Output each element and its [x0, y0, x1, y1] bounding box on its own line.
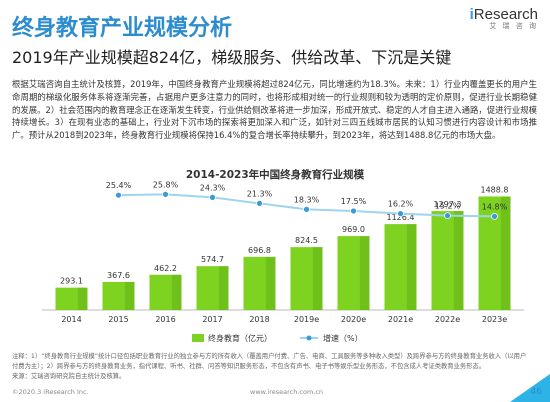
- bar: [196, 266, 229, 310]
- bar-value-label: 367.6: [107, 271, 130, 280]
- growth-point: [350, 207, 357, 215]
- bar: [290, 247, 323, 310]
- source-text: 来源：艾瑞咨询研究院自主统计及核算。: [12, 373, 126, 380]
- growth-label: 25.4%: [106, 181, 132, 190]
- legend-line-label: 增速（%）: [323, 333, 363, 343]
- chart-title: 2014-2023年中国终身教育行业规模: [186, 168, 365, 181]
- bar-value-label: 574.7: [201, 255, 224, 264]
- logo-brand: Research: [473, 6, 538, 23]
- x-tick-label: 2015: [108, 315, 128, 324]
- bar: [55, 287, 88, 310]
- bar-line-chart: 2014-2023年中国终身教育行业规模 293.1 2014 367.6 2015 46…: [42, 168, 524, 343]
- x-tick-label: 2021e: [388, 315, 413, 324]
- growth-point: [397, 210, 404, 217]
- growth-point: [162, 190, 169, 198]
- bar: [149, 274, 182, 310]
- x-tick-label: 2023e: [482, 315, 507, 324]
- x-tick-label: 2019e: [294, 315, 319, 324]
- bar-shade: [359, 236, 370, 310]
- logo-subtitle: 艾 瑞 咨 询: [489, 22, 538, 30]
- bar-value-label: 293.1: [60, 277, 83, 286]
- growth-point: [491, 213, 498, 220]
- growth-label: 15.2%: [435, 202, 461, 211]
- bar: [337, 236, 370, 310]
- legend-line-marker: [306, 335, 312, 341]
- bar-value-label: 696.8: [248, 246, 271, 255]
- page-subtitle: 2019年产业规模超824亿，梯级服务、供给改革、下沉是关键: [12, 48, 452, 67]
- bar-value-label: 824.5: [295, 236, 318, 245]
- bar-shade: [171, 274, 182, 310]
- bar: [243, 256, 276, 310]
- growth-label: 18.3%: [294, 195, 320, 204]
- legend-bar-label: 终身教育（亿元）: [208, 333, 272, 343]
- growth-label: 14.8%: [482, 202, 508, 211]
- x-tick-label: 2022e: [435, 315, 460, 324]
- bar-shade: [500, 196, 511, 310]
- growth-label: 25.8%: [153, 180, 179, 189]
- growth-point: [444, 212, 451, 219]
- bar-value-label: 1297.3: [434, 200, 462, 209]
- bar-value-label: 462.2: [154, 264, 177, 273]
- bar-shade: [453, 211, 464, 310]
- x-tick-label: 2014: [61, 315, 81, 324]
- body-paragraph: 根据艾瑞咨询自主统计及核算，2019年，中国终身教育产业规模将超过824亿元，同…: [12, 79, 537, 141]
- page-number: 46: [530, 387, 542, 397]
- footnote-text: 注释：1）“终身教育行业规模”统计口径包括职业教育行业的独立参与方的所有收入（覆…: [12, 353, 527, 370]
- iresearch-logo: iResearch 艾 瑞 咨 询: [470, 6, 538, 31]
- page-title: 终身教育产业规模分析: [12, 16, 233, 41]
- corner-decoration: [510, 374, 550, 402]
- bar-shade: [406, 224, 417, 310]
- growth-point: [209, 193, 216, 201]
- bar-value-label: 1488.8: [481, 185, 509, 194]
- bar-value-label: 969.0: [342, 225, 365, 234]
- bar-shade: [265, 256, 276, 310]
- bar-value-label: 1126.4: [387, 213, 415, 222]
- website-url: www.iresearch.com.cn: [250, 388, 324, 396]
- bar: [384, 224, 417, 310]
- bar: [431, 211, 464, 310]
- growth-point: [303, 206, 310, 213]
- footnote: 注释：1）“终身教育行业规模”统计口径包括职业教育行业的独立参与方的所有收入（覆…: [12, 352, 532, 382]
- growth-label: 24.3%: [200, 183, 226, 192]
- bar-shade: [312, 247, 323, 310]
- growth-label: 17.5%: [341, 197, 367, 206]
- growth-point: [256, 200, 263, 207]
- bar-shade: [77, 287, 88, 310]
- bar-shade: [124, 281, 135, 310]
- copyright: ©2020.3 iResearch Inc.: [12, 388, 89, 396]
- bar-shade: [218, 266, 229, 310]
- x-tick-label: 2018: [249, 315, 269, 324]
- x-tick-label: 2016: [155, 315, 175, 324]
- bar: [102, 281, 135, 310]
- logo-prefix: i: [469, 6, 474, 23]
- growth-label: 21.3%: [247, 189, 273, 198]
- legend-bar-swatch: [192, 334, 204, 342]
- growth-point: [115, 191, 122, 199]
- x-tick-label: 2020e: [341, 315, 366, 324]
- growth-label: 16.2%: [388, 200, 414, 209]
- x-tick-label: 2017: [202, 315, 222, 324]
